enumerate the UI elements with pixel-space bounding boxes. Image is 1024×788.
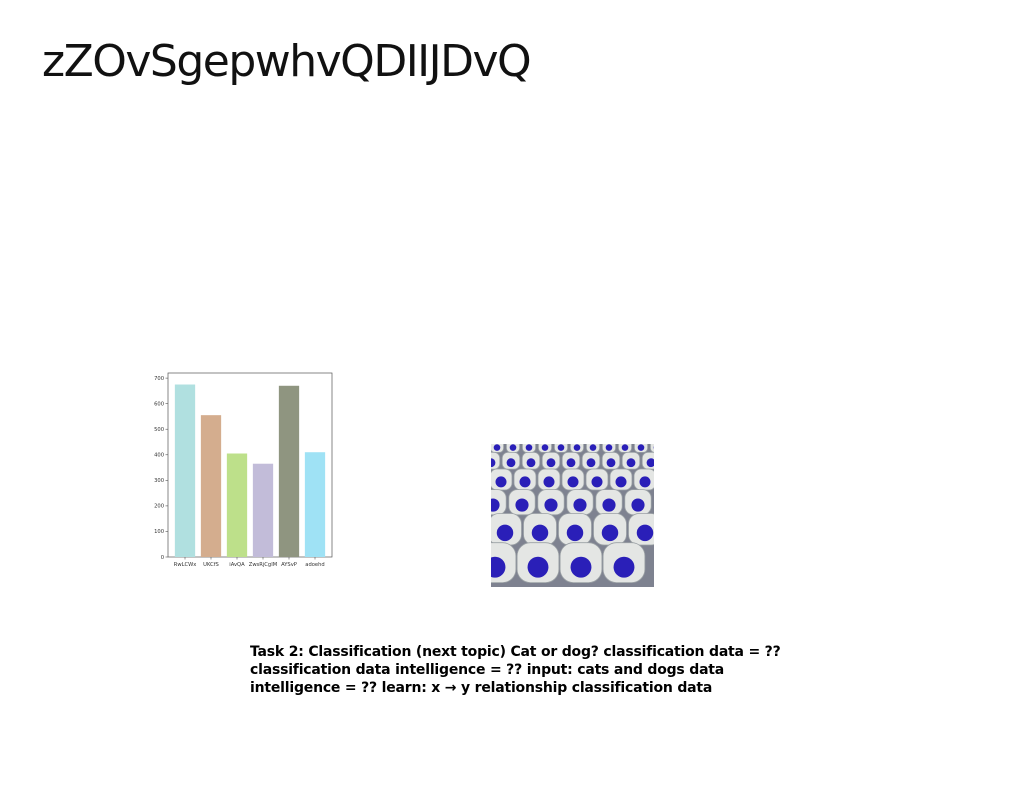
seat-number-badge — [525, 444, 533, 451]
seat-number-badge — [566, 524, 584, 542]
seat-number-badge — [637, 444, 645, 451]
x-tick-label: iAvQA — [229, 562, 245, 568]
seat-number-badge — [544, 498, 558, 512]
bar-chart-svg: 0 100 200 300 400 500 600 700 RwLCWx UKCfS iAvQA Zw… — [154, 372, 333, 568]
bar-chart: 0 100 200 300 400 500 600 700 RwLCWx UKCfS iAvQA Zw… — [150, 368, 340, 573]
y-tick-label: 0 — [161, 555, 164, 561]
seat-number-badge — [626, 458, 636, 468]
seat-number-badge — [639, 476, 651, 488]
seat-number-badge — [586, 458, 596, 468]
seat-number-badge — [602, 498, 616, 512]
x-tick-label: adoehd — [305, 562, 324, 568]
bar-AYSvP — [278, 385, 300, 557]
seat-number-badge — [636, 524, 654, 542]
seat-number-badge — [605, 444, 613, 451]
y-tick-label: 200 — [154, 504, 164, 510]
seat-number-badge — [491, 458, 496, 468]
seat-number-badge — [570, 556, 592, 578]
chart-frame — [167, 372, 333, 558]
seat-number-badge — [493, 444, 501, 451]
y-tick-label: 100 — [154, 529, 164, 535]
seat-number-badge — [527, 556, 549, 578]
y-tick-label: 600 — [154, 401, 164, 407]
seat — [650, 444, 654, 453]
seat-number-badge — [567, 476, 579, 488]
y-tick-label: 400 — [154, 453, 164, 459]
seat-number-badge — [613, 556, 635, 578]
seat-number-badge — [509, 444, 517, 451]
x-tick-label: RwLCWx — [174, 562, 197, 568]
seat-number-badge — [491, 498, 500, 512]
seat-number-badge — [646, 458, 654, 468]
seat-number-badge — [601, 524, 619, 542]
seat-number-badge — [496, 524, 514, 542]
stadium-seats-photo — [491, 444, 654, 587]
slide-caption: Task 2: Classification (next topic) Cat … — [250, 644, 781, 696]
seat-number-badge — [526, 458, 536, 468]
bar-RwLCWx — [174, 384, 196, 557]
stadium-seats-icon — [491, 444, 654, 587]
seat-number-badge — [515, 498, 529, 512]
seat-number-badge — [566, 458, 576, 468]
bar-UKCfS — [200, 415, 222, 557]
seat-number-badge — [541, 444, 549, 451]
seat-number-badge — [621, 444, 629, 451]
y-tick-label: 700 — [154, 376, 164, 382]
seat-number-badge — [573, 444, 581, 451]
bar-adoehd — [304, 452, 326, 557]
seat-number-badge — [589, 444, 597, 451]
seat-number-badge — [557, 444, 565, 451]
seat-number-badge — [543, 476, 555, 488]
x-tick-label: AYSvP — [281, 562, 297, 568]
x-tick-label: UKCfS — [203, 562, 219, 568]
seat-number-badge — [606, 458, 616, 468]
y-tick-label: 300 — [154, 478, 164, 484]
bar-ZwsRjCgIM — [252, 463, 274, 557]
slide-title: zZOvSgepwhvQDIIJDvQ — [42, 36, 532, 87]
seat-number-badge — [615, 476, 627, 488]
seat-number-badge — [491, 556, 506, 578]
seat-number-badge — [495, 476, 507, 488]
seat-number-badge — [506, 458, 516, 468]
seat-number-badge — [531, 524, 549, 542]
seat-number-badge — [546, 458, 556, 468]
bar-iAvQA — [226, 453, 248, 557]
seat-number-badge — [519, 476, 531, 488]
seat-number-badge — [591, 476, 603, 488]
seat-number-badge — [631, 498, 645, 512]
seat-number-badge — [573, 498, 587, 512]
y-tick-label: 500 — [154, 427, 164, 433]
x-tick-label: ZwsRjCgIM — [249, 562, 277, 568]
